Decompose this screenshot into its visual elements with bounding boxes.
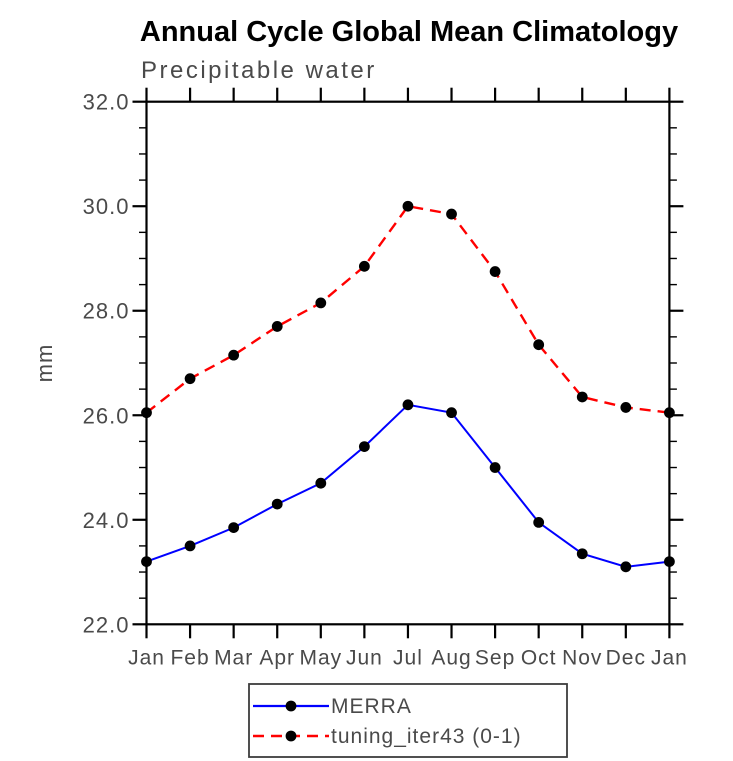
- legend-marker-merra: [285, 700, 297, 712]
- data-point: [576, 391, 588, 403]
- x-tick-label: Jan: [128, 646, 165, 669]
- data-point: [228, 522, 240, 534]
- data-point: [228, 349, 240, 361]
- x-tick-label: Feb: [170, 646, 209, 669]
- x-tick-label: Nov: [562, 646, 602, 669]
- data-point: [446, 407, 457, 419]
- series-line-tuning: [145, 204, 670, 414]
- data-point: [315, 297, 327, 309]
- y-tick-label: 26.0: [83, 403, 130, 428]
- x-tick-label: Aug: [431, 646, 471, 669]
- data-point: [184, 373, 196, 385]
- data-point: [664, 407, 675, 419]
- data-point: [141, 556, 152, 567]
- data-point: [271, 321, 283, 332]
- y-tick-label: 28.0: [83, 299, 130, 324]
- data-point: [533, 339, 545, 351]
- series-line-merra: [146, 403, 670, 568]
- x-tick-label: Mar: [214, 646, 253, 669]
- legend: MERRA tuning_iter43 (0-1): [248, 683, 568, 758]
- data-point: [620, 402, 632, 413]
- legend-marker-tuning: [285, 730, 297, 742]
- data-point: [446, 208, 457, 220]
- data-point: [184, 540, 196, 552]
- y-tick-label: 32.0: [83, 90, 130, 115]
- y-axis-title: mm: [32, 344, 57, 383]
- data-point: [271, 498, 283, 510]
- legend-box: [248, 683, 568, 758]
- data-point: [358, 441, 370, 453]
- data-point: [402, 399, 414, 411]
- data-point: [620, 561, 632, 573]
- x-tick-label: Jan: [651, 646, 688, 669]
- y-tick-label: 30.0: [83, 194, 130, 219]
- y-tick-label: 24.0: [83, 508, 130, 533]
- x-tick-label: Dec: [606, 646, 646, 669]
- x-tick-label: Jul: [393, 646, 423, 669]
- data-point: [576, 548, 588, 560]
- x-tick-label: Sep: [475, 646, 515, 669]
- x-tick-label: Oct: [521, 646, 557, 669]
- data-point: [402, 200, 414, 212]
- data-point: [489, 266, 501, 277]
- legend-label-tuning: tuning_iter43 (0-1): [331, 725, 522, 748]
- x-tick-label: May: [299, 646, 342, 669]
- y-tick-label: 22.0: [83, 612, 130, 637]
- data-point: [358, 260, 370, 272]
- x-tick-label: Apr: [259, 646, 295, 669]
- series-layer: [141, 200, 675, 573]
- x-tick-label: Jun: [346, 646, 383, 669]
- data-point: [315, 477, 327, 489]
- chart-title: Annual Cycle Global Mean Climatology: [140, 16, 678, 48]
- data-point: [489, 462, 501, 473]
- legend-label-merra: MERRA: [331, 695, 412, 718]
- data-point: [664, 556, 675, 567]
- chart-subtitle: Precipitable water: [141, 57, 377, 84]
- plot-frame: [145, 100, 671, 626]
- data-point: [141, 407, 152, 419]
- data-point: [533, 516, 545, 528]
